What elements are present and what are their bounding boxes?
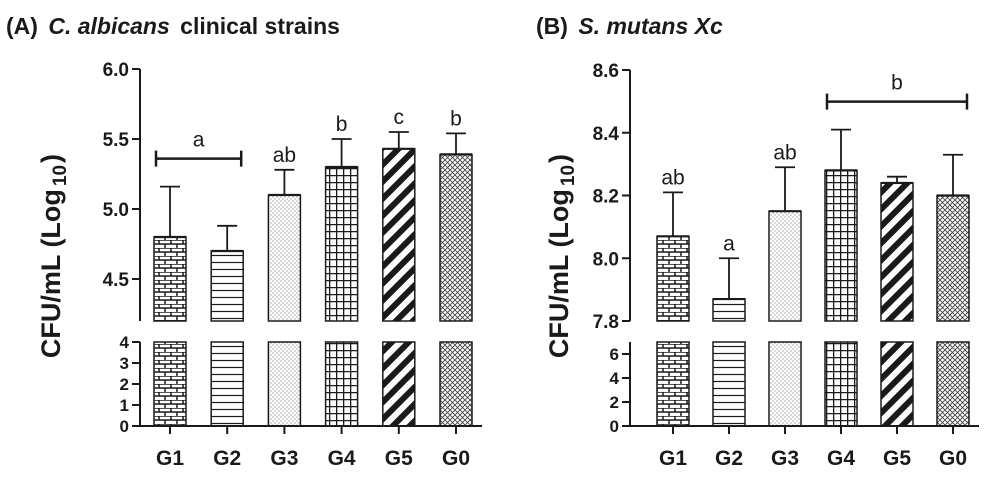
bar-g0 (936, 194, 970, 322)
bar-lower-g1 (153, 341, 187, 427)
y-tick-label-lower: 2 (610, 393, 619, 412)
significance-label: b (336, 113, 348, 136)
y-tick-label-upper: 6.0 (103, 60, 129, 81)
panel-b-axes: G1 G2 G3 G4 G5 G0 7.8 8.0 8.2 8.4 8.6 0 2 4 6 (593, 61, 979, 470)
panel-a-ylabel-main: CFU/mL (Log (36, 189, 66, 358)
bar-lower-g3 (768, 341, 802, 427)
panel-b-ylabel-close: ) (544, 154, 574, 163)
bar-lower-g0 (936, 341, 970, 427)
category-label-g3: G3 (270, 447, 298, 470)
y-tick-label-upper: 8.2 (593, 187, 619, 208)
bar-lower-g4 (324, 341, 359, 427)
category-label-g0: G0 (442, 447, 470, 470)
bar-g1 (656, 235, 690, 322)
bar-lower-g5 (880, 341, 914, 427)
bar-g4 (324, 166, 359, 322)
bar-lower-g2 (712, 341, 746, 427)
panel-b-ylabel: CFU/mL (Log 10) (544, 154, 579, 358)
panel-a: (A) C. albicans clinical strains CFU/mL … (6, 13, 482, 470)
bar-lower-g0 (439, 341, 473, 427)
category-label-g1: G1 (659, 447, 687, 470)
significance-label: ab (273, 144, 296, 167)
bar-g3 (267, 194, 302, 322)
panel-a-label: (A) (6, 13, 38, 39)
category-label-g4: G4 (827, 447, 855, 470)
y-tick-label-upper: 7.8 (593, 312, 619, 333)
category-label-g0: G0 (939, 447, 967, 470)
panel-a-ylabel-close: ) (36, 154, 66, 163)
significance-label: ab (773, 141, 796, 164)
bar-lower-g4 (824, 341, 858, 427)
bar-g3 (768, 210, 802, 322)
panel-b-ylabel-main: CFU/mL (Log (544, 189, 574, 358)
category-label-g2: G2 (213, 447, 241, 470)
bar-g4 (824, 169, 858, 322)
y-tick-label-upper: 5.0 (103, 200, 129, 221)
panel-a-title: (A) C. albicans clinical strains (6, 13, 340, 39)
significance-label: a (193, 129, 205, 152)
category-label-g4: G4 (328, 447, 356, 470)
y-tick-label-lower: 6 (610, 345, 619, 364)
category-label-g5: G5 (385, 447, 413, 470)
panel-a-ylabel: CFU/mL (Log 10) (36, 154, 71, 358)
panel-a-ylabel-sub: 10 (50, 165, 71, 186)
bar-lower-g1 (656, 341, 690, 427)
panel-a-title-italic: C. albicans (48, 13, 169, 39)
y-tick-label-lower: 3 (120, 354, 129, 373)
bar-g0 (439, 153, 473, 322)
panel-b: (B) S. mutans Xc CFU/mL (Log 10) G1 G2 G3 G4… (536, 13, 979, 470)
bar-g1 (153, 236, 187, 322)
category-label-g5: G5 (883, 447, 911, 470)
panel-a-bars (153, 131, 473, 427)
bar-lower-g2 (210, 341, 244, 427)
y-tick-label-lower: 2 (120, 375, 129, 394)
panel-b-significance: ab a ab b (661, 72, 969, 255)
y-tick-label-lower: 4 (610, 369, 620, 388)
category-label-g3: G3 (771, 447, 799, 470)
panel-b-ylabel-sub: 10 (558, 165, 579, 186)
y-tick-label-upper: 5.5 (103, 130, 130, 151)
y-tick-label-lower: 0 (120, 417, 129, 436)
panel-b-title: (B) S. mutans Xc (536, 13, 723, 39)
y-tick-label-upper: 8.4 (593, 124, 620, 145)
significance-label: ab (661, 166, 684, 189)
bar-g5 (382, 148, 416, 322)
bar-g5 (880, 182, 914, 322)
significance-label: c (394, 106, 405, 129)
y-tick-label-upper: 4.5 (103, 270, 130, 291)
panel-a-title-rest: clinical strains (180, 13, 340, 39)
category-label-g1: G1 (156, 447, 184, 470)
significance-label: b (450, 107, 462, 130)
y-tick-label-lower: 1 (120, 396, 129, 415)
bar-g2 (712, 298, 746, 322)
panel-a-significance: a ab b c b (154, 106, 462, 167)
bar-lower-g5 (382, 341, 416, 427)
panel-b-bars (656, 128, 970, 427)
bar-lower-g3 (267, 341, 302, 427)
significance-label: b (891, 72, 903, 95)
y-tick-label-lower: 0 (610, 417, 619, 436)
panel-a-axes: G1 G2 G3 G4 G5 G0 4.5 5.0 5.5 6.0 0 1 2 3 4 (103, 60, 482, 470)
bar-g2 (210, 250, 244, 322)
y-tick-label-lower: 4 (120, 333, 130, 352)
category-label-g2: G2 (715, 447, 743, 470)
panel-b-label: (B) (536, 13, 568, 39)
y-tick-label-upper: 8.6 (593, 61, 619, 82)
panel-b-title-italic: S. mutans Xc (578, 13, 723, 39)
significance-label: a (723, 232, 735, 255)
y-tick-label-upper: 8.0 (593, 249, 619, 270)
